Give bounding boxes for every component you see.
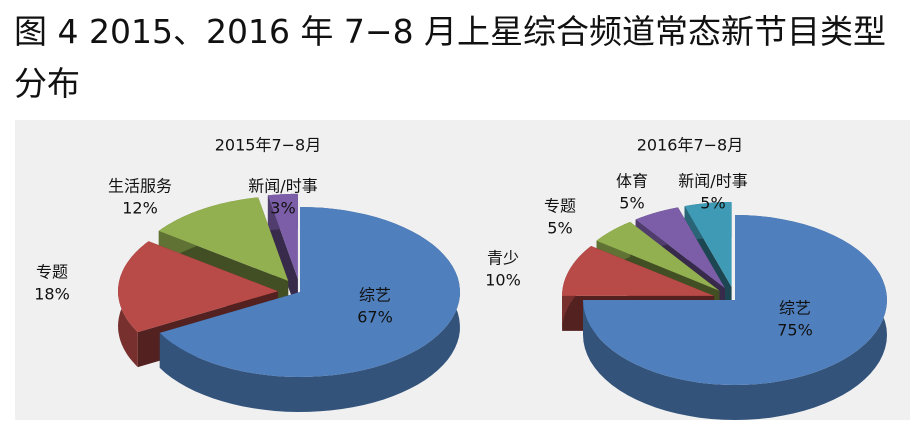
value-label: 75% xyxy=(777,321,813,340)
slice xyxy=(267,193,298,279)
slice xyxy=(159,207,460,377)
figure-title: 图 4 2015、2016 年 7−8 月上星综合频道常态新节目类型分布 xyxy=(14,12,887,103)
category-label: 新闻/时事 xyxy=(248,177,317,196)
value-label: 67% xyxy=(357,308,393,327)
slice xyxy=(158,197,289,281)
value-label: 10% xyxy=(485,271,521,290)
category-label: 综艺 xyxy=(779,299,811,318)
slice xyxy=(596,221,720,291)
chart-title: 2015年7−8月 xyxy=(215,136,322,155)
slice xyxy=(562,246,715,296)
value-label: 5% xyxy=(700,194,725,213)
category-label: 新闻/时事 xyxy=(678,172,747,191)
category-label: 专题 xyxy=(36,263,68,282)
value-label: 3% xyxy=(270,199,295,218)
slice xyxy=(583,215,887,385)
category-label: 专题 xyxy=(544,197,576,216)
slice xyxy=(635,207,725,289)
category-label: 体育 xyxy=(616,172,648,191)
category-label: 生活服务 xyxy=(108,177,172,196)
value-label: 12% xyxy=(122,199,158,218)
value-label: 5% xyxy=(547,219,572,238)
slice xyxy=(684,202,732,287)
slice xyxy=(118,241,278,333)
value-label: 18% xyxy=(34,285,70,304)
category-label: 青少 xyxy=(487,249,519,268)
value-label: 5% xyxy=(619,194,644,213)
chart-title: 2016年7−8月 xyxy=(637,136,744,155)
category-label: 综艺 xyxy=(359,286,391,305)
